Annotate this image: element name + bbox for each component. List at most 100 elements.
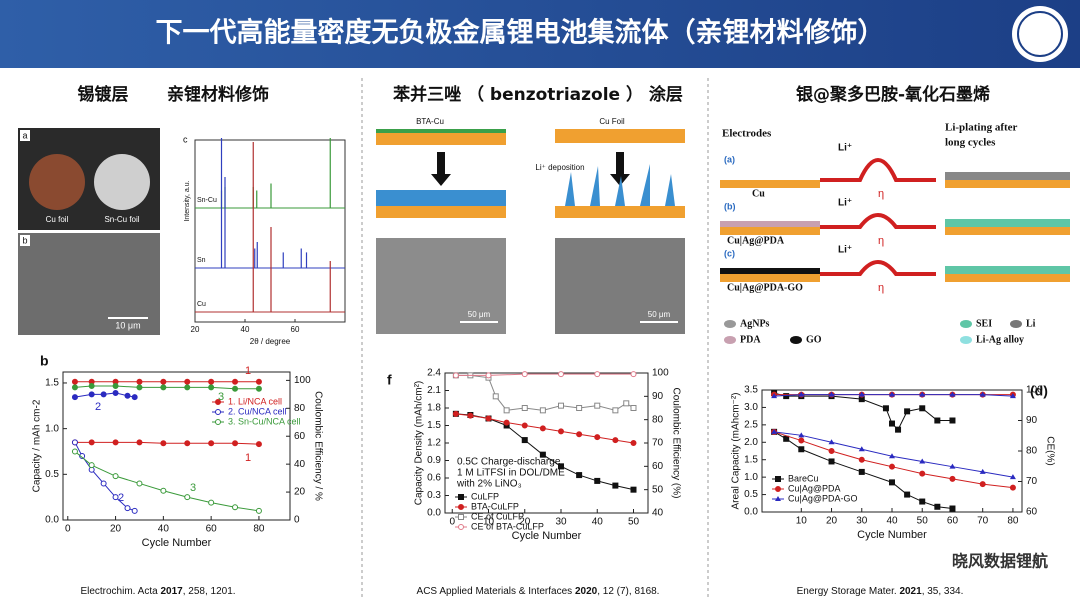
curve-label: 1 <box>245 365 251 377</box>
y-tick-label: 3.0 <box>744 402 758 413</box>
cu-layer <box>555 129 685 143</box>
legend-swatch <box>790 336 802 344</box>
cu-layer <box>945 274 1070 282</box>
y2-tick-label: 90 <box>652 391 664 402</box>
arrow <box>431 152 451 186</box>
energy-curve <box>820 213 936 229</box>
row-letter: (c) <box>724 248 735 258</box>
pattern-label: Cu <box>197 301 206 308</box>
marker <box>88 439 95 446</box>
note: with 2% LiNO₃ <box>456 479 522 490</box>
marker <box>558 402 564 409</box>
y2-axis-label: Coulombic Efficiency (%) <box>670 388 681 499</box>
y2-tick-label: 80 <box>294 403 306 414</box>
citation-rest: , 35, 334. <box>922 586 964 597</box>
marker <box>88 462 95 469</box>
x-tick-label: 10 <box>483 517 495 528</box>
legend-label: AgNPs <box>740 318 770 329</box>
y-tick-label: 0.3 <box>427 490 441 501</box>
sem-image <box>376 238 506 334</box>
marker <box>828 448 835 454</box>
note: 0.5C Charge-discharge <box>457 457 561 468</box>
x-axis-label: Cycle Number <box>142 537 212 549</box>
marker <box>889 420 895 427</box>
marker <box>100 391 107 398</box>
cu-layer <box>720 227 820 235</box>
y-tick-label: 0.5 <box>45 469 59 480</box>
marker <box>889 391 895 397</box>
sem-image <box>555 238 685 334</box>
marker <box>136 378 143 385</box>
marker <box>131 394 138 401</box>
marker <box>467 412 474 419</box>
marker <box>919 458 926 464</box>
marker <box>208 384 215 391</box>
series-line <box>455 373 634 376</box>
marker <box>828 458 835 465</box>
marker <box>949 463 956 469</box>
y2-tick-label: 40 <box>652 508 664 519</box>
marker <box>1009 474 1016 480</box>
marker <box>232 378 239 385</box>
watermark: 晓风数据锂航 <box>952 552 1048 571</box>
y-tick-label: 1.5 <box>45 378 59 389</box>
marker <box>136 384 143 391</box>
series-line <box>74 441 259 445</box>
marker <box>71 448 78 455</box>
marker <box>458 504 464 510</box>
marker <box>452 410 459 417</box>
marker <box>904 408 911 415</box>
marker <box>79 453 86 460</box>
marker <box>934 503 941 510</box>
x-tick-label: 20 <box>519 517 531 528</box>
marker <box>539 425 546 432</box>
marker <box>858 391 865 397</box>
y-tick-label: 0.0 <box>744 507 758 518</box>
y-tick-label: 1.2 <box>427 438 441 449</box>
y-tick-label: 0.0 <box>45 515 59 526</box>
y2-tick-label: 90 <box>1026 415 1038 426</box>
scale-label: 10 μm <box>115 320 140 330</box>
marker <box>112 389 119 396</box>
scale-label: 50 μm <box>648 310 671 319</box>
diagram-label: Electrodes <box>722 128 772 140</box>
marker <box>594 477 601 484</box>
legend-label: Li-Ag alloy <box>976 334 1024 345</box>
x-tick-label: 40 <box>592 517 604 528</box>
marker <box>160 440 167 447</box>
panel-label: b <box>22 235 27 245</box>
photo-label: Cu foil <box>46 215 69 224</box>
x-axis-label: Cycle Number <box>857 529 927 541</box>
marker <box>503 407 510 414</box>
diagram-label: BTA-Cu <box>416 117 444 126</box>
marker <box>521 437 528 444</box>
y2-tick-label: 60 <box>652 461 664 472</box>
legend-label: GO <box>806 334 822 345</box>
x-tick-label: 0 <box>65 524 71 535</box>
marker <box>124 392 131 399</box>
y-tick-label: 2.1 <box>427 385 441 396</box>
citation-year: 2017 <box>160 586 183 597</box>
marker <box>485 415 492 422</box>
row-letter: (b) <box>724 201 736 211</box>
marker <box>783 435 790 442</box>
pattern-label: Sn <box>197 257 206 264</box>
legend-label: PDA <box>740 334 761 345</box>
y2-tick-label: 80 <box>1026 446 1038 457</box>
marker <box>255 378 262 385</box>
citation: Electrochim. Acta 2017, 258, 1201. <box>80 586 235 597</box>
legend-swatch <box>960 336 972 344</box>
marker <box>612 482 619 489</box>
marker <box>630 405 637 411</box>
marker <box>594 371 601 378</box>
plated <box>945 266 1070 274</box>
diagram-label: Li⁺ deposition <box>535 163 584 172</box>
li-columns <box>376 190 506 206</box>
marker <box>88 391 95 398</box>
marker <box>979 468 986 474</box>
y2-tick-label: 100 <box>1026 385 1043 396</box>
marker <box>539 407 546 414</box>
marker <box>858 468 865 475</box>
series-line <box>455 374 634 411</box>
legend-label: 3. Sn-Cu/NCA cell <box>228 416 301 426</box>
